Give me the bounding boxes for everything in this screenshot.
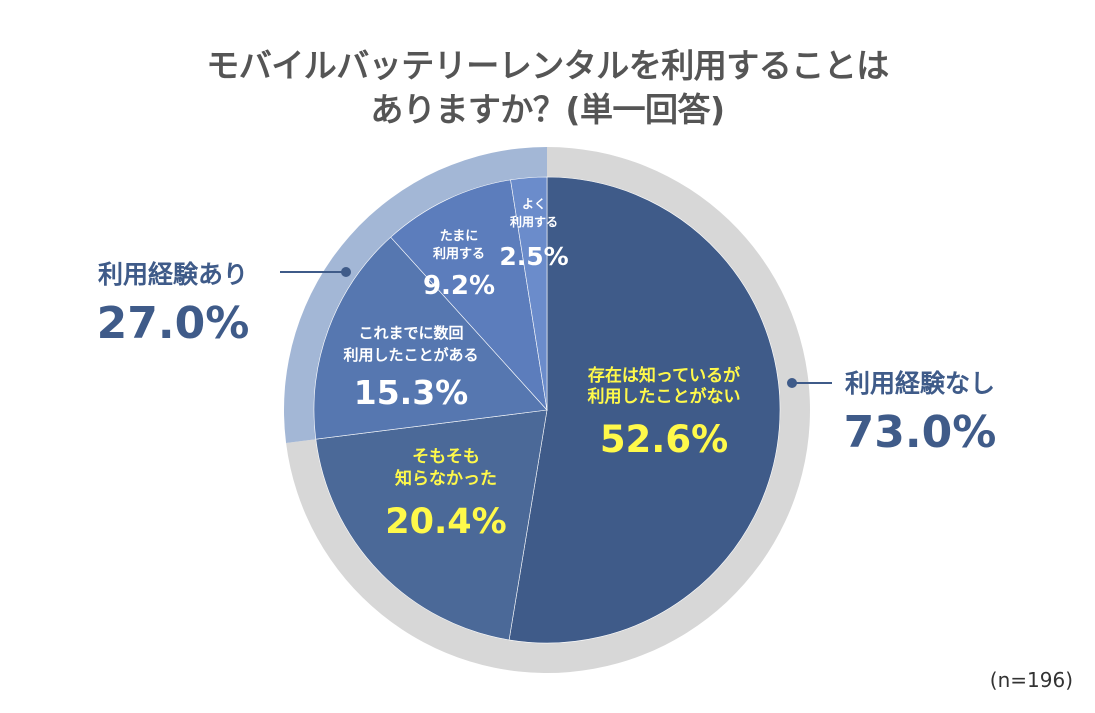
group-label-yes: 利用経験あり 27.0% <box>97 260 351 349</box>
group-labels: 利用経験なし 73.0% 利用経験あり 27.0% <box>97 260 997 458</box>
pie-slice-often <box>510 176 548 411</box>
slice-value-never: 20.4% <box>385 502 506 542</box>
pie-slice-never <box>315 409 548 641</box>
group-value-no: 73.0% <box>844 407 997 458</box>
slice-label-sometimes-line-2: 利用する <box>433 246 485 262</box>
slice-label-existing-line-1: 存在は知っているが <box>588 365 740 386</box>
sample-size-note: (n=196) <box>989 668 1073 692</box>
slice-label-never-line-1: そもそも <box>412 447 480 467</box>
chart-title-line-1: モバイルバッテリーレンタルを利用することは <box>206 46 889 85</box>
group-value-yes: 27.0% <box>97 298 250 349</box>
leader-dot-no <box>787 378 797 388</box>
inner-pie <box>313 176 781 644</box>
slice-value-sometimes: 9.2% <box>423 271 495 301</box>
slice-label-sometimes-line-1: たまに <box>440 229 479 244</box>
chart-title: モバイルバッテリーレンタルを利用することは ありますか？(単一回答) <box>0 44 1095 132</box>
slice-label-existing-line-2: 利用したことがない <box>588 386 741 407</box>
slice-label-several-line-1: これまでに数回 <box>358 324 463 342</box>
pie-slice-several <box>313 236 548 440</box>
chart-title-line-2: ありますか？(単一回答) <box>370 90 725 129</box>
pie-slice-sometimes <box>390 179 548 411</box>
group-label-no: 利用経験なし 73.0% <box>787 369 996 458</box>
slice-value-existing: 52.6% <box>600 418 728 461</box>
group-name-yes: 利用経験あり <box>98 260 248 289</box>
slice-value-often: 2.5% <box>499 242 568 271</box>
slice-label-several-line-2: 利用したことがある <box>343 346 478 364</box>
group-name-no: 利用経験なし <box>845 369 995 398</box>
slice-label-often-line-2: 利用する <box>510 214 558 229</box>
slice-label-never-line-2: 知らなかった <box>394 468 497 489</box>
slice-label-often-line-1: よく <box>522 197 546 211</box>
leader-dot-yes <box>341 267 351 277</box>
slice-value-several: 15.3% <box>354 373 469 412</box>
pie-slice-existing <box>508 176 781 644</box>
